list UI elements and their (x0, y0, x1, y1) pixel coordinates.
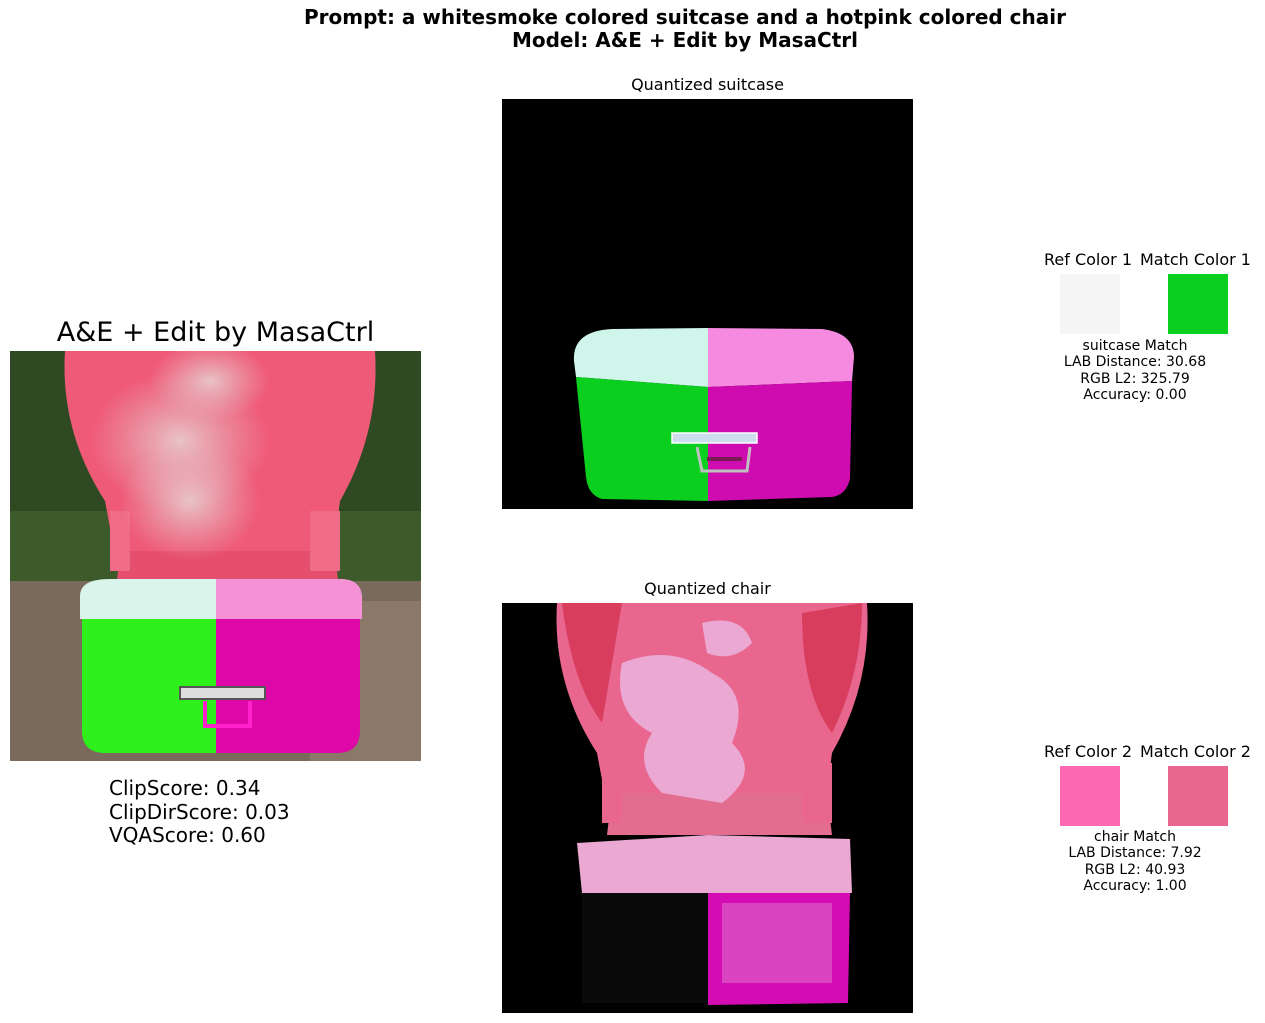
ref-color-1-swatch (1060, 274, 1120, 334)
metrics-block: ClipScore: 0.34 ClipDirScore: 0.03 VQASc… (109, 776, 290, 848)
match-2-lab: LAB Distance: 7.92 (1068, 845, 1202, 862)
main-image-title: A&E + Edit by MasaCtrl (56, 317, 375, 348)
ref-color-1-label: Ref Color 1 (1044, 250, 1132, 269)
match-color-2-label: Match Color 2 (1140, 742, 1251, 761)
figure-title: Prompt: a whitesmoke colored suitcase an… (0, 6, 1265, 52)
ref-color-2-swatch (1060, 766, 1120, 826)
generated-image (10, 351, 421, 761)
match-2-rgb: RGB L2: 40.93 (1084, 861, 1186, 878)
ref-color-2-label: Ref Color 2 (1044, 742, 1132, 761)
match-2-accuracy: Accuracy: 1.00 (1083, 877, 1187, 894)
match-1-lab: LAB Distance: 30.68 (1063, 354, 1207, 371)
match-color-1-label: Match Color 1 (1140, 250, 1251, 269)
match-1-title: suitcase Match (1082, 338, 1188, 354)
quantized-suitcase-image (502, 99, 913, 509)
match-2-stats: chair Match LAB Distance: 7.92 RGB L2: 4… (1035, 829, 1235, 894)
clip-dir-score: ClipDirScore: 0.03 (109, 799, 290, 824)
prompt-line: Prompt: a whitesmoke colored suitcase an… (303, 5, 1066, 29)
quantized-chair-image (502, 603, 913, 1013)
match-color-1-swatch (1168, 274, 1228, 334)
clip-score: ClipScore: 0.34 (109, 776, 261, 800)
match-2-title: chair Match (1094, 829, 1176, 845)
match-color-2-swatch (1168, 766, 1228, 826)
model-line: Model: A&E + Edit by MasaCtrl (511, 28, 859, 52)
suitcase-panel-title: Quantized suitcase (631, 75, 784, 94)
vqa-score: VQAScore: 0.60 (109, 823, 266, 847)
match-1-rgb: RGB L2: 325.79 (1080, 370, 1190, 387)
chair-panel-title: Quantized chair (644, 579, 771, 598)
match-1-stats: suitcase Match LAB Distance: 30.68 RGB L… (1035, 338, 1235, 403)
match-1-accuracy: Accuracy: 0.00 (1083, 386, 1187, 403)
